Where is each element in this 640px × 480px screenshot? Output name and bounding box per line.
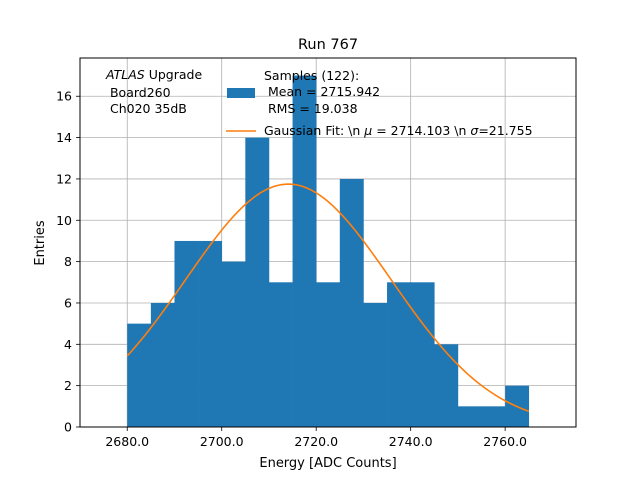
y-axis-label: Entries <box>33 220 48 266</box>
legend-fit-mid: = 2714.103 \n <box>372 123 470 138</box>
legend-fit-mu: μ <box>363 123 372 138</box>
legend-fit-suffix: =21.755 <box>478 123 532 138</box>
legend-histogram-line-3: RMS = 19.038 <box>264 101 358 116</box>
y-tick-label: 0 <box>64 420 72 435</box>
chart-title: Run 767 <box>298 37 358 53</box>
y-tick-label: 16 <box>56 89 72 104</box>
upgrade-label: Upgrade <box>145 67 203 82</box>
histogram-bar <box>150 302 175 427</box>
y-tick-label: 14 <box>56 130 72 145</box>
legend-fit-sigma: σ <box>470 123 479 138</box>
histogram-bar <box>292 75 317 428</box>
annotation-line-2: Board260 <box>106 85 171 100</box>
x-tick-label: 2760.0 <box>483 434 527 449</box>
legend-histogram-swatch <box>227 88 255 98</box>
atlas-annotation: ATLAS Upgrade Board260 Ch020 35dB <box>105 67 202 116</box>
y-tick-label: 4 <box>64 337 72 352</box>
histogram-bar <box>127 323 152 427</box>
y-tick-label: 10 <box>56 213 72 228</box>
x-axis-label: Energy [ADC Counts] <box>259 456 396 471</box>
histogram-bar <box>174 240 199 427</box>
histogram-bar <box>198 240 223 427</box>
x-tick-label: 2720.0 <box>294 434 338 449</box>
histogram-bar <box>457 406 482 427</box>
legend-histogram-line-2: Mean = 2715.942 <box>264 84 380 99</box>
x-tick-label: 2680.0 <box>105 434 149 449</box>
y-axis-ticks: 0 2 4 6 8 10 12 14 16 <box>56 89 80 435</box>
legend: Samples (122): Mean = 2715.942 RMS = 19.… <box>226 68 533 138</box>
atlas-label: ATLAS <box>105 67 145 82</box>
histogram-bars <box>127 75 530 428</box>
y-tick-label: 12 <box>56 171 72 186</box>
annotation-line-1: ATLAS Upgrade <box>105 67 202 82</box>
histogram-bar <box>410 282 435 427</box>
histogram-bar <box>481 406 506 427</box>
histogram-bar <box>268 282 293 427</box>
histogram-bar <box>245 137 270 427</box>
gaussian-fit-curve <box>126 183 530 413</box>
histogram-bar <box>316 282 341 427</box>
x-tick-label: 2700.0 <box>200 434 244 449</box>
legend-fit-prefix: Gaussian Fit: \n <box>264 123 364 138</box>
y-tick-label: 8 <box>64 254 72 269</box>
histogram-bar <box>434 344 459 427</box>
x-tick-label: 2740.0 <box>389 434 433 449</box>
legend-histogram-line-1: Samples (122): <box>264 68 359 83</box>
annotation-line-3: Ch020 35dB <box>106 101 187 116</box>
legend-fit-entry: Gaussian Fit: \n μ = 2714.103 \n σ=21.75… <box>264 123 533 138</box>
plot-frame <box>79 57 577 428</box>
y-tick-label: 2 <box>64 378 72 393</box>
histogram-bar <box>339 178 364 427</box>
histogram-bar <box>387 282 411 427</box>
x-axis-ticks: 2680.0 2700.0 2720.0 2740.0 2760.0 <box>105 427 527 449</box>
y-tick-label: 6 <box>64 295 72 310</box>
histogram-bar <box>363 302 388 427</box>
histogram-bar <box>221 261 246 427</box>
